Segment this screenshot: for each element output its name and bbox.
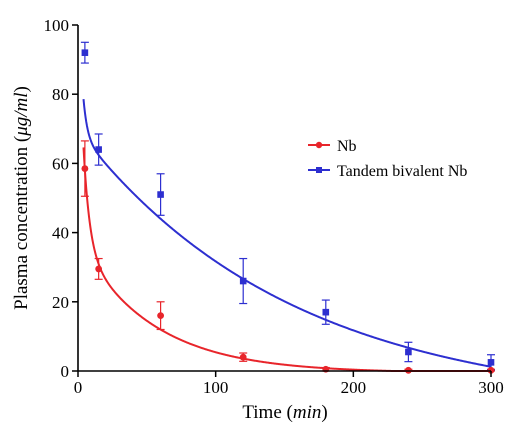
data-markers bbox=[81, 49, 495, 374]
x-tick-label: 300 bbox=[478, 378, 504, 397]
data-point-nb bbox=[95, 265, 103, 273]
error-bars bbox=[80, 41, 495, 372]
legend: Nb Tandem bivalent Nb bbox=[308, 138, 467, 180]
y-tick-label: 20 bbox=[52, 293, 69, 312]
y-tick-label: 60 bbox=[52, 154, 69, 173]
data-point-nb bbox=[239, 353, 247, 361]
data-point-nb bbox=[157, 312, 165, 320]
x-tick-label: 200 bbox=[341, 378, 367, 397]
y-tick-label: 100 bbox=[44, 16, 70, 35]
x-ticks: 0 100 200 300 bbox=[74, 371, 504, 397]
y-axis-unit: μg/ml bbox=[11, 92, 32, 136]
x-axis-label: Time bbox=[242, 402, 281, 423]
x-axis-unit: min bbox=[293, 402, 322, 423]
y-tick-label: 40 bbox=[52, 224, 69, 243]
y-tick-label: 0 bbox=[61, 362, 70, 381]
data-point-tandem-bivalent-nb bbox=[81, 49, 89, 56]
data-point-tandem-bivalent-nb bbox=[405, 348, 412, 356]
data-point-tandem-bivalent-nb bbox=[322, 308, 330, 316]
y-axis-label: Plasma concentration bbox=[11, 146, 32, 310]
data-point-tandem-bivalent-nb bbox=[95, 146, 102, 153]
y-tick-label: 80 bbox=[52, 85, 69, 104]
data-point-tandem-bivalent-nb bbox=[239, 277, 247, 285]
x-axis-title: Time (min) bbox=[242, 402, 327, 423]
y-ticks: 0 20 40 60 80 100 bbox=[44, 16, 78, 381]
legend-item-tandem-bivalent-nb: Tandem bivalent Nb bbox=[308, 163, 467, 180]
fit-curve-tandem-bivalent-nb bbox=[82, 99, 492, 368]
fit-curves bbox=[82, 99, 492, 372]
legend-label-nb: Nb bbox=[337, 138, 357, 155]
legend-label-tandem-bivalent-nb: Tandem bivalent Nb bbox=[337, 163, 467, 180]
data-point-tandem-bivalent-nb bbox=[157, 191, 164, 198]
data-point-tandem-bivalent-nb bbox=[487, 359, 495, 366]
x-tick-label: 0 bbox=[74, 378, 83, 397]
legend-item-nb: Nb bbox=[308, 138, 357, 155]
y-axis-title: Plasma concentration (μg/ml) bbox=[11, 86, 32, 310]
data-point-nb bbox=[81, 165, 89, 172]
fit-curve-nb bbox=[82, 147, 491, 372]
x-tick-label: 100 bbox=[203, 378, 229, 397]
axes: 0 20 40 60 80 100 0 100 200 300 bbox=[44, 16, 504, 397]
